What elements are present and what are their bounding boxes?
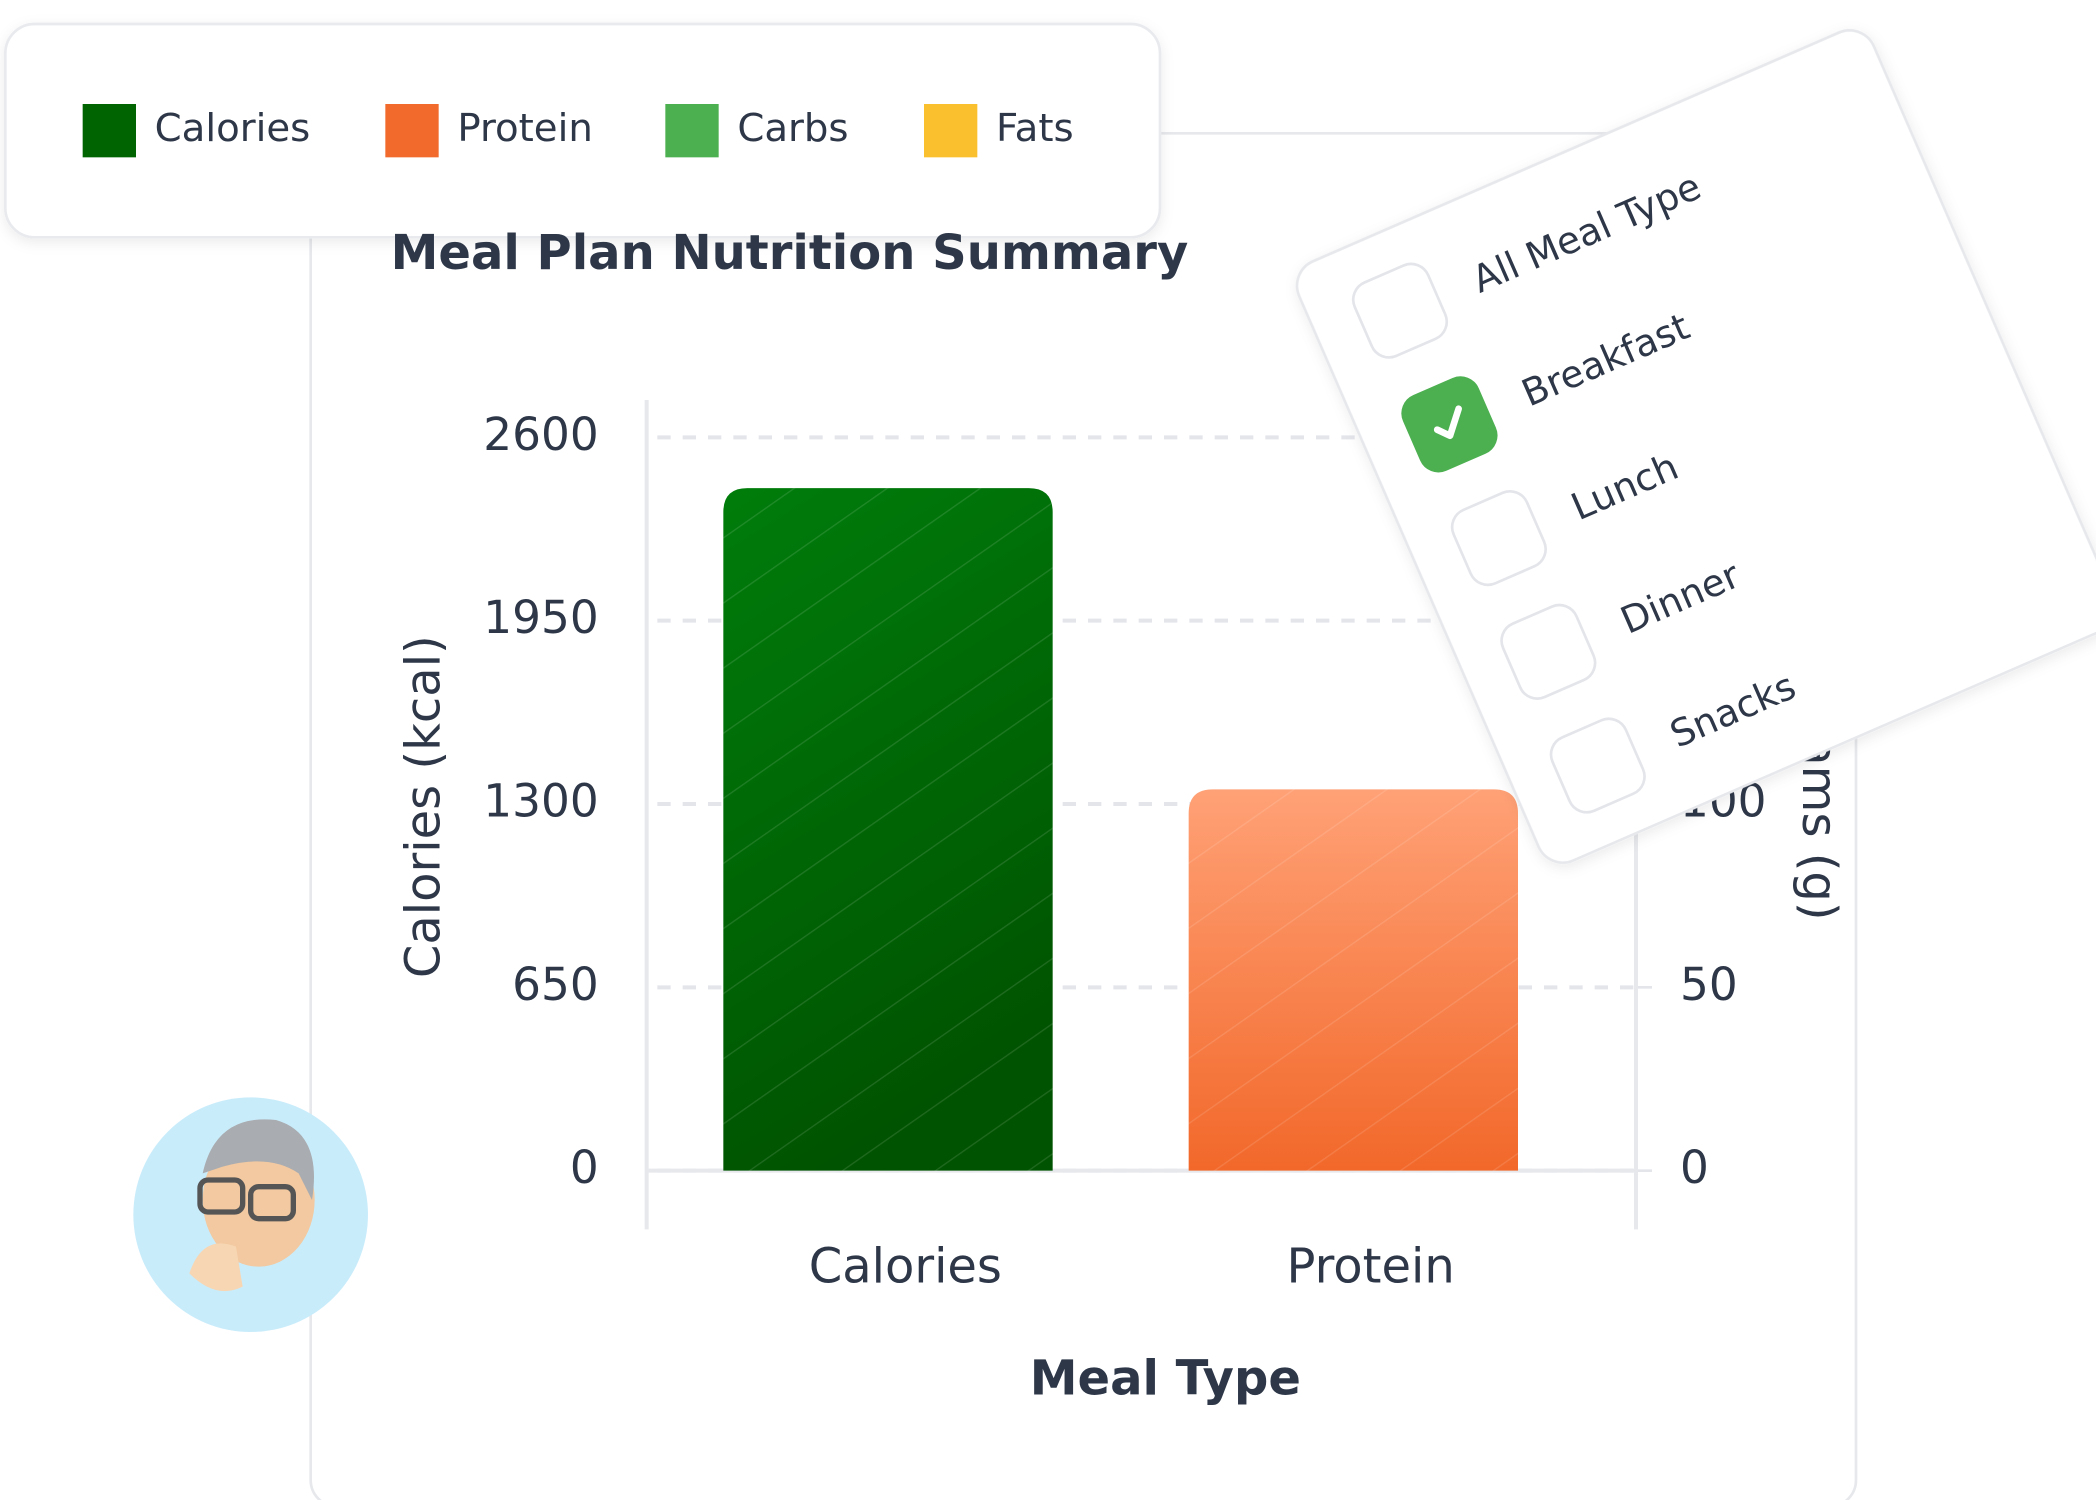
legend-swatch xyxy=(82,104,136,158)
y2-tick-label: 50 xyxy=(1680,958,1738,1011)
x-tick-label: Protein xyxy=(1287,1238,1455,1294)
y-tick-label: 650 xyxy=(512,958,599,1011)
checkbox[interactable] xyxy=(1397,372,1502,477)
legend-label: Calories xyxy=(155,106,311,151)
legend-label: Fats xyxy=(996,106,1074,151)
chart-title: Meal Plan Nutrition Summary xyxy=(391,225,1189,281)
x-axis-label: Meal Type xyxy=(1030,1350,1301,1406)
y2-tick-label: 0 xyxy=(1680,1141,1709,1194)
checkbox[interactable] xyxy=(1496,599,1601,704)
checkbox[interactable] xyxy=(1347,258,1452,363)
legend: Calories Protein Carbs Fats xyxy=(3,22,1162,239)
bar-hatch xyxy=(1188,789,1518,1171)
y-axis-label: Calories (kcal) xyxy=(396,635,452,978)
plot-area: 0650130019502600050100150200Calories (kc… xyxy=(396,400,1847,1406)
checkbox[interactable] xyxy=(1446,485,1551,590)
legend-label: Protein xyxy=(457,106,593,151)
y-tick-label: 1950 xyxy=(483,591,598,644)
avatar xyxy=(133,1097,368,1332)
bar-hatch xyxy=(723,488,1053,1171)
y-tick-label: 2600 xyxy=(483,408,598,461)
legend-swatch xyxy=(924,104,978,158)
y-tick-label: 1300 xyxy=(483,775,598,828)
dropdown-panel xyxy=(1295,29,2096,864)
checkbox[interactable] xyxy=(1545,713,1650,818)
legend-label: Carbs xyxy=(737,106,848,151)
legend-box xyxy=(3,22,1162,239)
check-mark xyxy=(1433,405,1462,440)
x-tick-label: Calories xyxy=(809,1238,1002,1294)
legend-swatch xyxy=(665,104,719,158)
y-tick-label: 0 xyxy=(570,1141,599,1194)
legend-swatch xyxy=(385,104,439,158)
